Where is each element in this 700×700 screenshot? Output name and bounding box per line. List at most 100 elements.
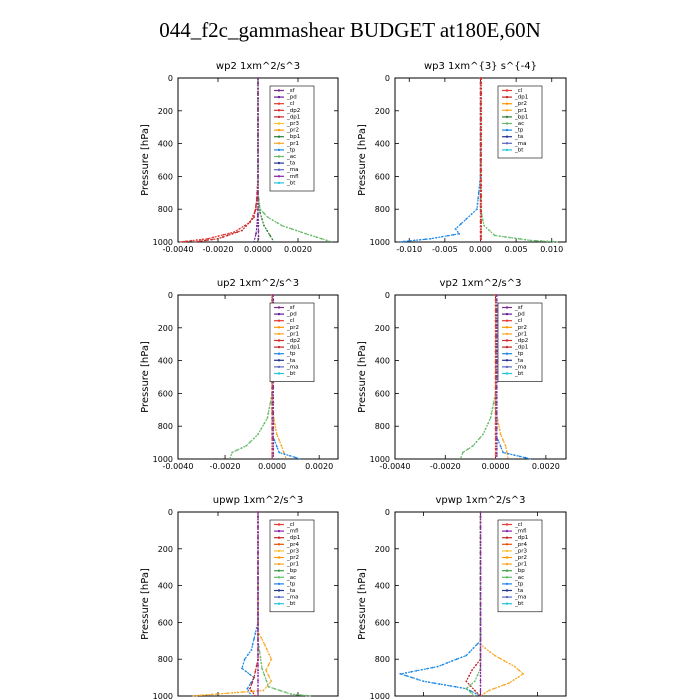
legend-marker — [277, 168, 281, 171]
data-point — [480, 184, 483, 187]
series-line-dp1 — [193, 78, 259, 243]
data-point — [479, 643, 482, 646]
data-point — [479, 603, 482, 605]
x-tick-label: 0.005 — [505, 245, 528, 254]
y-axis-label: Pressure [hPa] — [357, 341, 368, 413]
data-point — [257, 674, 259, 677]
data-point — [499, 445, 502, 448]
legend-marker — [277, 181, 281, 185]
data-point — [274, 428, 277, 431]
data-point — [257, 521, 259, 524]
data-point — [494, 340, 497, 343]
data-point — [257, 628, 259, 631]
data-point — [480, 153, 483, 156]
data-point — [272, 386, 275, 389]
data-point — [480, 205, 483, 208]
data-point — [480, 164, 483, 167]
y-tick-label: 400 — [158, 357, 173, 366]
legend-label: _ta — [514, 134, 523, 140]
data-point — [497, 423, 500, 426]
data-point — [272, 437, 275, 440]
data-point — [476, 643, 478, 646]
x-tick-label: -0.0040 — [163, 245, 194, 254]
legend-label: _tp — [286, 351, 296, 357]
data-point — [480, 112, 483, 115]
legend-label: _bp1 — [514, 114, 528, 120]
legend-label: _pr1 — [286, 562, 299, 568]
data-point — [480, 82, 483, 85]
data-point — [249, 673, 251, 676]
data-point — [479, 669, 482, 672]
data-point — [454, 227, 457, 230]
data-point — [273, 439, 276, 442]
data-point — [497, 439, 500, 442]
data-point — [494, 324, 497, 327]
data-point — [284, 691, 287, 694]
legend-label: _cl — [514, 522, 523, 528]
data-point — [479, 577, 482, 580]
legend-label: _sf — [514, 305, 524, 311]
data-point — [257, 608, 259, 611]
data-point — [433, 682, 436, 685]
data-point — [489, 417, 492, 419]
data-point — [488, 689, 490, 692]
data-point — [451, 660, 453, 662]
legend-label: _pr2 — [514, 101, 527, 107]
legend-box — [269, 302, 315, 382]
data-point — [480, 133, 483, 136]
legend-label: _tp — [286, 581, 296, 587]
data-point — [251, 682, 253, 685]
legend-marker — [277, 306, 281, 309]
data-point — [252, 690, 254, 693]
data-point — [502, 451, 505, 454]
data-point — [494, 422, 497, 425]
legend-marker — [505, 102, 509, 105]
data-point — [471, 669, 473, 672]
data-point — [259, 208, 261, 211]
data-point — [243, 658, 246, 661]
data-point — [513, 454, 516, 456]
data-point — [295, 229, 298, 232]
data-point — [479, 526, 482, 529]
y-tick-label: 0 — [168, 508, 173, 517]
legend-marker — [505, 543, 509, 546]
y-tick-label: 200 — [375, 545, 390, 554]
data-point — [495, 411, 498, 414]
data-point — [257, 180, 259, 183]
y-tick-label: 800 — [375, 205, 390, 214]
data-point — [494, 427, 497, 430]
data-point — [480, 102, 483, 105]
data-point — [226, 234, 229, 237]
data-point — [446, 661, 449, 664]
legend-label: _ac — [514, 575, 524, 581]
data-point — [257, 613, 259, 616]
data-point — [257, 511, 259, 513]
data-point — [253, 676, 255, 679]
data-point — [494, 442, 497, 445]
legend-label: _ta — [514, 588, 523, 594]
data-point — [257, 526, 259, 529]
data-point — [249, 220, 251, 223]
data-point — [479, 551, 482, 554]
data-point — [257, 541, 259, 544]
data-point — [257, 224, 260, 227]
data-point — [257, 230, 260, 232]
data-point — [272, 422, 275, 425]
data-point — [476, 202, 479, 205]
data-point — [508, 682, 510, 685]
data-point — [269, 402, 272, 405]
series-line-ac — [465, 512, 482, 697]
y-tick-label: 800 — [158, 205, 173, 214]
legend-label: _tp — [514, 351, 524, 357]
data-point — [493, 687, 495, 690]
figure-title: 044_f2c_gammashear BUDGET at180E,60N — [159, 18, 541, 42]
data-point — [479, 659, 482, 662]
data-point — [184, 240, 187, 243]
data-point — [529, 239, 532, 242]
data-point — [221, 236, 224, 238]
x-tick-label: 0.0020 — [305, 462, 333, 471]
legend-label: _dp1 — [286, 345, 300, 351]
data-point — [480, 123, 483, 126]
data-point — [325, 239, 328, 242]
legend-label: _ma — [514, 595, 526, 601]
